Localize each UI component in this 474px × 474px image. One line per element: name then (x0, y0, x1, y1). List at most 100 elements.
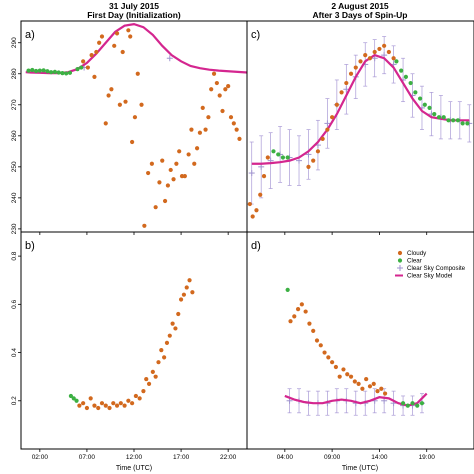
clear-point (45, 69, 50, 74)
clear-point (465, 121, 470, 126)
cloudy-point (189, 127, 194, 132)
panel-label: c) (251, 29, 260, 41)
cloudy-point (149, 161, 154, 166)
clear-point (455, 118, 461, 123)
cloudy-point (341, 367, 346, 372)
cloudy-point (306, 164, 311, 169)
cloudy-point (137, 396, 142, 401)
y-tick-label: 240 (11, 192, 18, 203)
model-line (25, 22, 248, 75)
cloudy-point (122, 403, 127, 408)
series-clear (26, 65, 84, 76)
y-tick-label: 0.6 (11, 299, 18, 308)
clear-point (68, 393, 74, 399)
cloudy-point (334, 102, 339, 107)
clear-point (413, 90, 418, 95)
cloudy-point (103, 403, 108, 408)
cloudy-point (231, 121, 236, 126)
cloudy-point (178, 297, 184, 302)
cloudy-point (333, 364, 339, 370)
x-tick-label: 12:00 (126, 454, 143, 461)
legend-item-composite: Clear Sky Composite (397, 265, 466, 272)
series-model (25, 22, 248, 75)
cloudy-point (153, 205, 158, 210)
right-title-line1: 2 August 2015 (331, 1, 389, 11)
cloudy-point (85, 65, 90, 70)
cloudy-point (99, 34, 105, 39)
cloudy-point (192, 161, 197, 166)
cloudy-point (173, 326, 178, 331)
panel-frame (246, 231, 474, 450)
clear-point (405, 403, 410, 408)
clear-point (403, 74, 408, 79)
legend-swatch (397, 258, 403, 263)
clear-point (67, 70, 73, 75)
cloudy-point (234, 127, 239, 132)
left-title-line2: First Day (Initialization) (87, 10, 181, 20)
cloudy-point (162, 355, 167, 360)
y-tick-label: 0.8 (11, 251, 18, 260)
cloudy-point (367, 56, 373, 61)
legend-label: Clear (407, 258, 422, 265)
cloudy-point (177, 149, 182, 154)
clear-point (30, 67, 35, 73)
cloudy-point (258, 192, 263, 197)
legend-label: Cloudy (407, 250, 427, 257)
cloudy-point (311, 158, 316, 163)
cloudy-point (315, 149, 321, 154)
clear-point (408, 80, 413, 86)
cloudy-point (142, 223, 147, 228)
cloudy-point (81, 59, 86, 64)
series-cloudy (288, 302, 388, 396)
cloudy-point (114, 31, 120, 36)
cloudy-point (211, 71, 217, 76)
cloudy-point (132, 115, 138, 120)
panel-d: d) 04:00 09:00 14:00 19:00 (246, 231, 474, 461)
clear-point (26, 68, 31, 73)
cloudy-point (182, 174, 187, 179)
cloudy-point (130, 139, 135, 145)
x-tick-label: 02:00 (32, 454, 49, 461)
cloudy-point (265, 155, 270, 160)
cloudy-point (348, 374, 354, 379)
x-axis-label-right: Time (UTC) (342, 465, 378, 472)
clear-point (410, 401, 415, 406)
clear-point (460, 121, 465, 126)
clear-point (79, 65, 84, 70)
cloudy-point (165, 183, 170, 188)
cloudy-point (371, 381, 376, 386)
cloudy-point (130, 401, 135, 406)
cloudy-point (292, 314, 297, 319)
clear-point (271, 149, 276, 154)
cloudy-point (88, 396, 93, 401)
cloudy-point (367, 384, 373, 389)
cloudy-point (352, 379, 357, 384)
cloudy-point (311, 328, 316, 333)
cloudy-point (307, 321, 312, 326)
series-cloudy (81, 28, 242, 228)
clear-point (422, 102, 427, 107)
cloudy-point (84, 405, 90, 411)
clear-point (49, 70, 54, 75)
cloudy-point (160, 158, 165, 163)
cloudy-point (156, 360, 161, 365)
cloudy-point (92, 74, 97, 79)
cloudy-point (295, 307, 301, 312)
legend-swatch (397, 250, 403, 256)
clear-point (75, 66, 80, 72)
cloudy-point (118, 401, 123, 406)
cloudy-point (146, 170, 151, 176)
panel-label: d) (251, 240, 261, 252)
cloudy-point (94, 49, 99, 55)
legend-label: Clear Sky Composite (407, 265, 466, 272)
cloudy-point (247, 201, 252, 207)
x-tick-label: 22:00 (220, 454, 237, 461)
cloudy-point (141, 389, 146, 394)
cloudy-point (203, 127, 208, 132)
panel-c: c) (246, 20, 474, 235)
y-tick-label: 260 (11, 130, 18, 141)
clear-point (71, 396, 76, 401)
clear-point (432, 111, 437, 117)
cloudy-point (220, 108, 225, 114)
